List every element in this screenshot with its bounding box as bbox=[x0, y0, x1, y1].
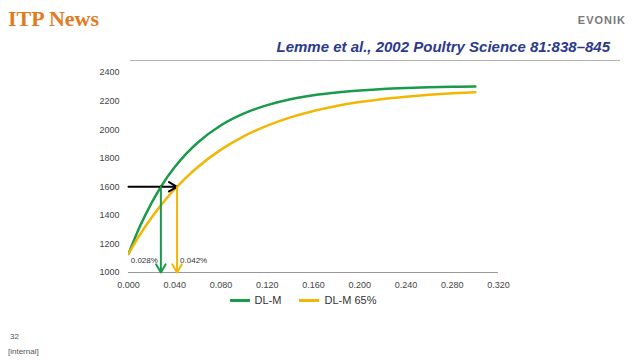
html-text:ITP News: ITP News bbox=[8, 6, 100, 31]
svg-text:1200: 1200 bbox=[99, 239, 119, 249]
html-text:DL-M: DL-M bbox=[254, 294, 282, 306]
svg-text:1400: 1400 bbox=[99, 210, 119, 220]
svg-text:0.280: 0.280 bbox=[441, 280, 464, 290]
html-text:DL-M 65%: DL-M 65% bbox=[324, 294, 377, 306]
svg-text:2000: 2000 bbox=[99, 125, 119, 135]
svg-text:1800: 1800 bbox=[99, 153, 119, 163]
svg-text:0.040: 0.040 bbox=[163, 280, 186, 290]
html-text:EVONIK: EVONIK bbox=[577, 14, 626, 26]
svg-text:0.028%: 0.028% bbox=[131, 256, 158, 265]
svg-text:0.000: 0.000 bbox=[117, 280, 140, 290]
svg-text:0.042%: 0.042% bbox=[180, 256, 207, 265]
svg-text:0.160: 0.160 bbox=[302, 280, 325, 290]
svg-text:1000: 1000 bbox=[99, 267, 119, 277]
svg-text:0.120: 0.120 bbox=[256, 280, 279, 290]
html-text:Lemme et al., 2002 Poultry Sci: Lemme et al., 2002 Poultry Science 81:83… bbox=[276, 38, 610, 55]
html-text:32: 32 bbox=[10, 332, 19, 341]
svg-text:2200: 2200 bbox=[99, 96, 119, 106]
svg-text:1600: 1600 bbox=[99, 182, 119, 192]
svg-text:0.240: 0.240 bbox=[395, 280, 418, 290]
svg-text:0.320: 0.320 bbox=[487, 280, 510, 290]
svg-text:0.080: 0.080 bbox=[210, 280, 233, 290]
svg-text:2400: 2400 bbox=[99, 67, 119, 77]
html-text:[internal]: [internal] bbox=[8, 347, 39, 356]
svg-text:0.200: 0.200 bbox=[348, 280, 371, 290]
